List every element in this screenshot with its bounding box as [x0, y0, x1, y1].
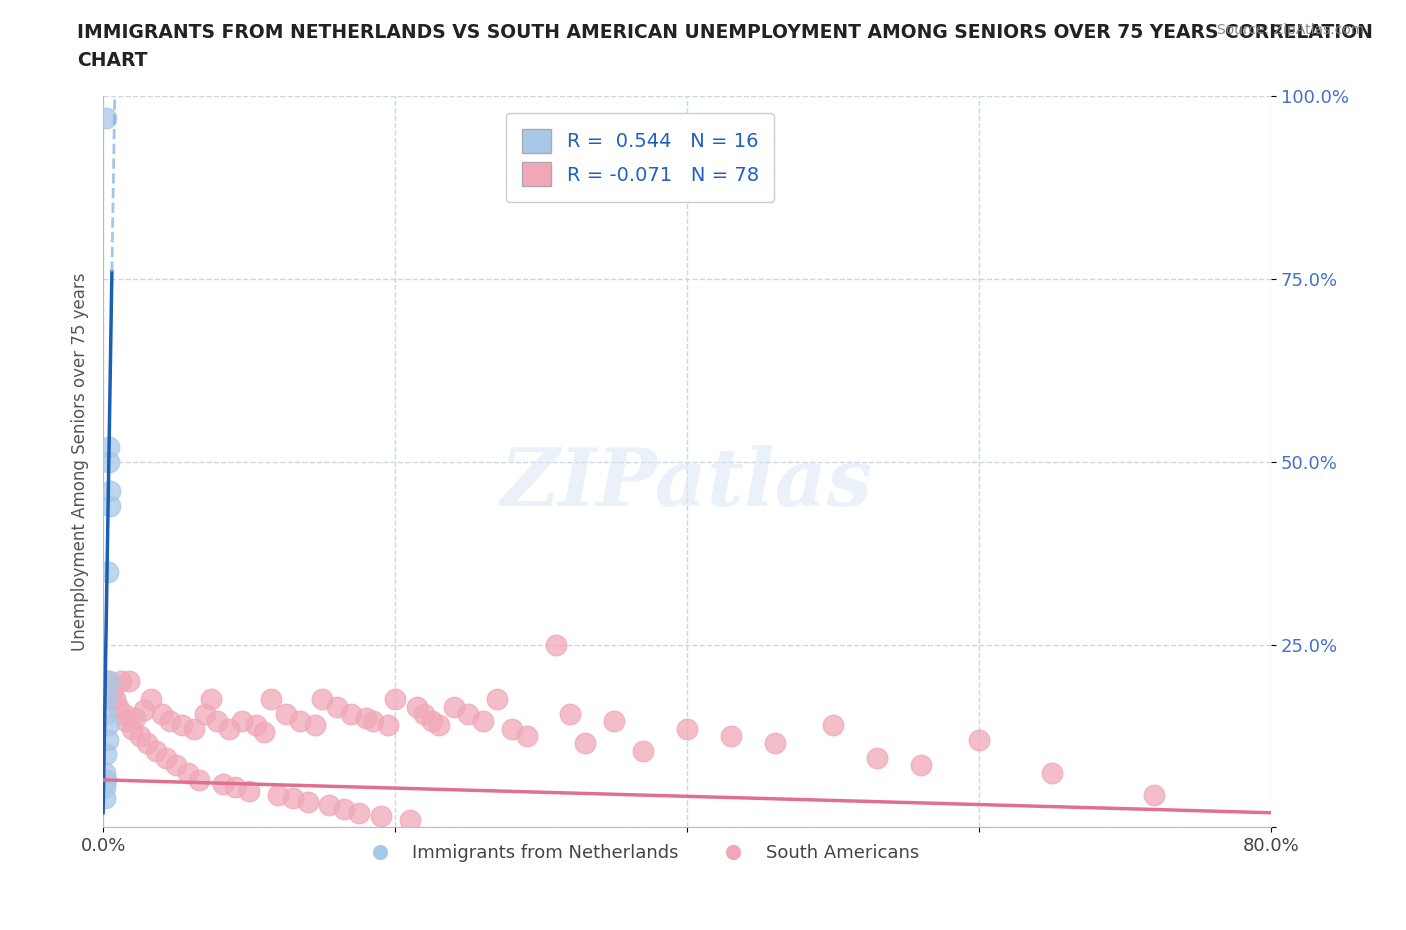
Point [297, 794, 319, 809]
Point [720, 728, 742, 743]
Point [1040, 765, 1063, 780]
Point [501, 722, 523, 737]
Point [290, 714, 312, 729]
Point [274, 707, 297, 722]
Point [471, 714, 494, 729]
Point [100, 498, 122, 513]
Text: Source: ZipAtlas.com: Source: ZipAtlas.com [1216, 23, 1364, 37]
Point [515, 728, 537, 743]
Point [486, 692, 509, 707]
Point [124, 711, 146, 725]
Point [340, 707, 363, 722]
Point [194, 707, 217, 722]
Text: CHART: CHART [77, 51, 148, 70]
Point [98, 455, 121, 470]
Point [633, 743, 655, 758]
Point [132, 703, 155, 718]
Point [253, 724, 276, 739]
Point [370, 809, 392, 824]
Point [115, 714, 138, 729]
Point [93, 779, 115, 794]
Point [333, 802, 356, 817]
Point [763, 736, 786, 751]
Text: IMMIGRANTS FROM NETHERLANDS VS SOUTH AMERICAN UNEMPLOYMENT AMONG SENIORS OVER 75: IMMIGRANTS FROM NETHERLANDS VS SOUTH AME… [77, 23, 1374, 42]
Point [110, 673, 132, 688]
Point [218, 722, 240, 737]
Point [823, 718, 845, 733]
Point [145, 743, 167, 758]
Point [224, 779, 246, 794]
Point [260, 692, 283, 707]
Point [384, 692, 406, 707]
Point [128, 728, 150, 743]
Point [188, 773, 211, 788]
Point [205, 714, 228, 729]
Point [94, 773, 117, 788]
Point [141, 692, 163, 707]
Point [443, 699, 465, 714]
Point [211, 777, 233, 791]
Point [866, 751, 889, 765]
Point [413, 707, 436, 722]
Point [354, 711, 377, 725]
Point [457, 707, 479, 722]
Point [155, 751, 177, 765]
Point [1143, 787, 1166, 802]
Point [94, 111, 117, 126]
Point [98, 440, 121, 455]
Point [544, 637, 567, 652]
Point [325, 699, 347, 714]
Point [121, 722, 143, 737]
Point [101, 684, 124, 699]
Point [150, 707, 173, 722]
Point [267, 787, 290, 802]
Point [910, 758, 932, 773]
Point [94, 692, 117, 707]
Text: ZIPatlas: ZIPatlas [501, 445, 873, 523]
Point [406, 699, 429, 714]
Point [98, 673, 121, 688]
Point [427, 718, 450, 733]
Point [398, 813, 420, 828]
Point [96, 565, 118, 579]
Point [318, 798, 340, 813]
Point [603, 714, 626, 729]
Point [93, 790, 115, 805]
Point [93, 765, 115, 780]
Point [118, 673, 141, 688]
Point [200, 692, 222, 707]
Point [574, 736, 596, 751]
Point [183, 722, 205, 737]
Point [94, 747, 117, 762]
Point [107, 699, 129, 714]
Point [96, 718, 118, 733]
Point [238, 783, 260, 798]
Point [136, 736, 159, 751]
Point [96, 732, 118, 747]
Point [159, 714, 181, 729]
Y-axis label: Unemployment Among Seniors over 75 years: Unemployment Among Seniors over 75 years [72, 272, 89, 651]
Point [165, 758, 187, 773]
Point [245, 718, 267, 733]
Point [420, 714, 443, 729]
Point [676, 722, 699, 737]
Point [377, 718, 399, 733]
Point [104, 692, 127, 707]
Point [304, 718, 326, 733]
Point [100, 484, 122, 498]
Point [177, 765, 200, 780]
Point [94, 707, 117, 722]
Point [170, 718, 193, 733]
Point [112, 707, 135, 722]
Point [560, 707, 582, 722]
Point [311, 692, 333, 707]
Point [231, 714, 253, 729]
Point [281, 790, 304, 805]
Point [967, 732, 990, 747]
Point [347, 805, 370, 820]
Point [96, 673, 118, 688]
Legend: Immigrants from Netherlands, South Americans: Immigrants from Netherlands, South Ameri… [354, 837, 927, 870]
Point [361, 714, 384, 729]
